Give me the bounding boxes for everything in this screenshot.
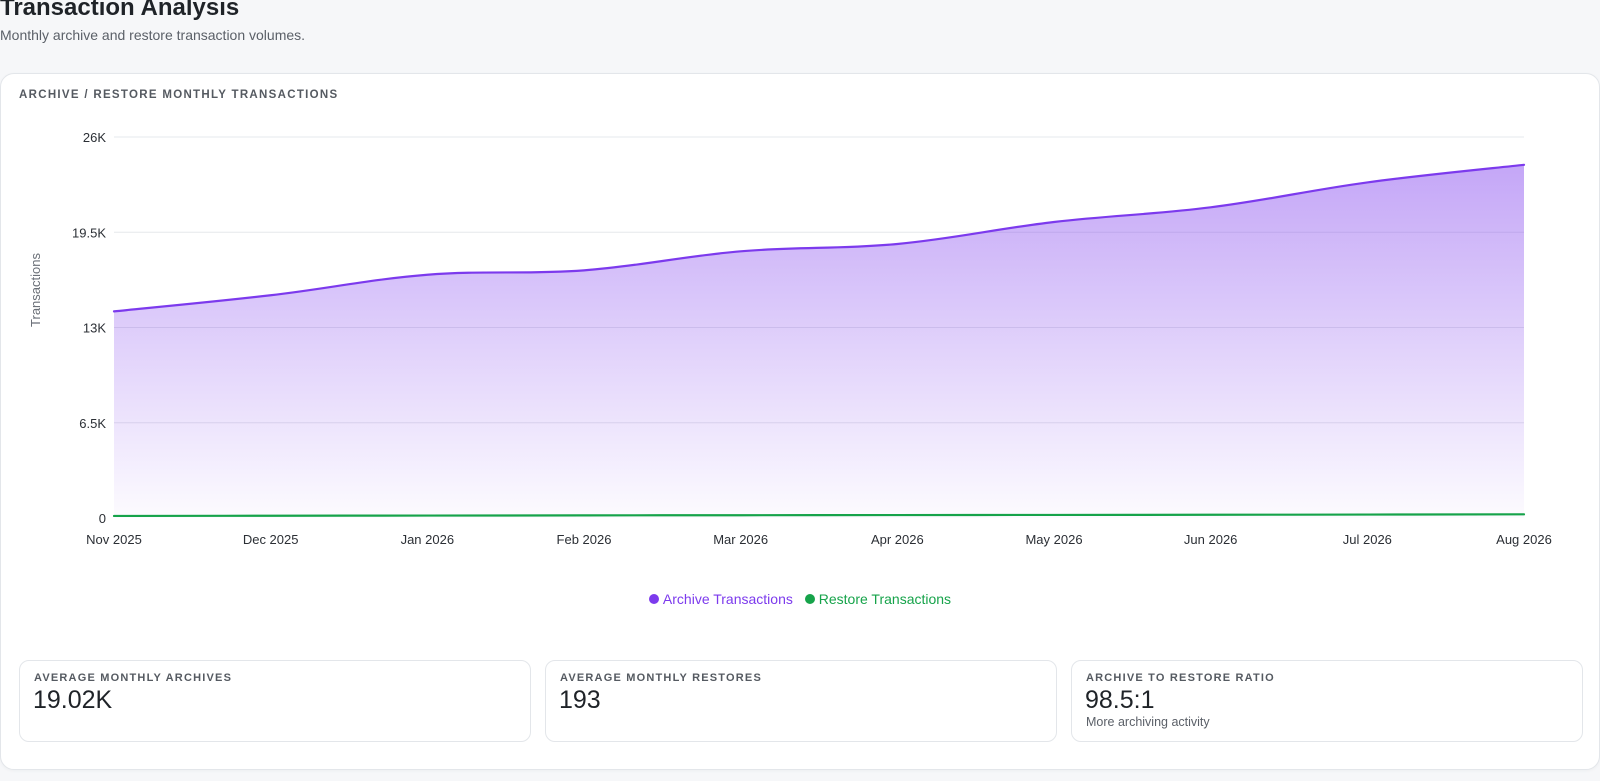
stat-card-ratio: ARCHIVE TO RESTORE RATIO 98.5:1 More arc… — [1071, 660, 1583, 742]
stat-label: AVERAGE MONTHLY ARCHIVES — [34, 672, 233, 684]
y-tick-label: 13K — [83, 321, 106, 336]
legend-item-archive[interactable]: Archive Transactions — [648, 591, 793, 607]
legend-label-archive: Archive Transactions — [662, 591, 793, 607]
chart-card: ARCHIVE / RESTORE MONTHLY TRANSACTIONS 0… — [0, 73, 1600, 770]
chart-lines — [112, 163, 1526, 518]
stat-value: 193 — [559, 686, 601, 714]
x-tick-label: Jan 2026 — [401, 532, 455, 547]
legend-item-restore[interactable]: Restore Transactions — [804, 591, 952, 607]
chart-card-title: ARCHIVE / RESTORE MONTHLY TRANSACTIONS — [19, 89, 339, 101]
stat-label: AVERAGE MONTHLY RESTORES — [560, 672, 762, 684]
archive-area — [114, 164, 1524, 518]
chart-legend: Archive Transactions Restore Transaction… — [1, 591, 1599, 607]
stat-card-avg-restores: AVERAGE MONTHLY RESTORES 193 — [545, 660, 1057, 742]
stat-value: 19.02K — [33, 686, 113, 714]
x-tick-label: Nov 2025 — [86, 532, 142, 547]
stat-card-avg-archives: AVERAGE MONTHLY ARCHIVES 19.02K — [19, 660, 531, 742]
y-tick-label: 19.5K — [72, 225, 106, 240]
y-tick-label: 0 — [99, 511, 106, 526]
legend-label-restore: Restore Transactions — [818, 591, 952, 607]
restore-line — [112, 513, 1526, 518]
stat-label: ARCHIVE TO RESTORE RATIO — [1086, 672, 1275, 684]
x-tick-label: Jul 2026 — [1343, 532, 1392, 547]
y-tick-label: 26K — [83, 130, 106, 145]
y-axis: 0 6.5K 13K 19.5K 26K — [72, 130, 106, 526]
y-tick-label: 6.5K — [79, 416, 106, 431]
x-tick-label: Apr 2026 — [871, 532, 924, 547]
transactions-area-chart: 0 6.5K 13K 19.5K 26K Nov 2025 Dec 2025 Jan 202… — [28, 130, 1552, 547]
stat-value: 98.5:1 — [1085, 686, 1155, 714]
archive-dot-icon — [648, 594, 659, 604]
x-tick-label: Dec 2025 — [243, 532, 299, 547]
x-tick-label: May 2026 — [1025, 532, 1082, 547]
x-axis: Nov 2025 Dec 2025 Jan 2026 Feb 2026 Mar 2026… — [86, 532, 1552, 547]
chart-areas — [114, 164, 1524, 518]
restore-dot-icon — [804, 594, 815, 604]
x-tick-label: Feb 2026 — [557, 532, 612, 547]
x-tick-label: Aug 2026 — [1496, 532, 1552, 547]
page-title: Transaction Analysis — [0, 0, 240, 21]
x-tick-label: Mar 2026 — [713, 532, 768, 547]
y-axis-label: Transactions — [28, 253, 43, 327]
archive-line — [112, 163, 1526, 313]
x-tick-label: Jun 2026 — [1184, 532, 1238, 547]
stat-note: More archiving activity — [1086, 715, 1210, 729]
page-subtitle: Monthly archive and restore transaction … — [0, 27, 306, 43]
